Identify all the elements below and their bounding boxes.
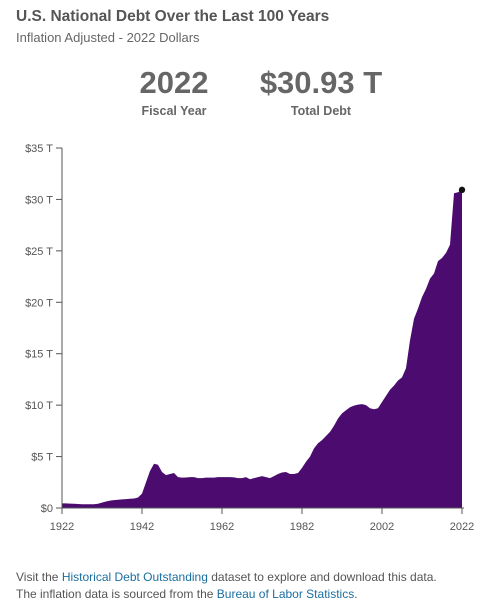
fiscal-year-label: Fiscal Year (141, 104, 207, 118)
y-tick-label: $5 T (31, 452, 53, 464)
y-tick-label: $20 T (25, 297, 53, 309)
total-debt-stat: $30.93 T Total Debt (243, 65, 399, 119)
x-tick-label: 1922 (50, 521, 74, 533)
x-tick-label: 2022 (450, 521, 474, 533)
total-debt-label: Total Debt (290, 104, 352, 118)
chart-title: U.S. National Debt Over the Last 100 Yea… (16, 8, 330, 25)
footer-line-1: Visit the Historical Debt Outstanding da… (16, 569, 478, 586)
fiscal-year-value: 2022 (139, 65, 209, 100)
footer-line-2-suffix: . (354, 587, 358, 601)
x-tick-label: 1962 (210, 521, 234, 533)
y-tick-label: $30 T (25, 194, 53, 206)
footer-line-1-prefix: Visit the (16, 570, 62, 584)
y-tick-label: $10 T (25, 400, 53, 412)
x-tick-label: 1982 (290, 521, 314, 533)
historical-debt-link[interactable]: Historical Debt Outstanding (61, 570, 208, 584)
footer-line-2-prefix: The inflation data is sourced from the (16, 587, 217, 601)
x-tick-label: 1942 (130, 521, 154, 533)
total-debt-value: $30.93 T (259, 65, 383, 100)
footer-note: Visit the Historical Debt Outstanding da… (16, 569, 478, 603)
fiscal-year-stat: 2022 Fiscal Year (124, 65, 224, 119)
y-tick-label: $35 T (25, 143, 53, 155)
footer-line-1-suffix: dataset to explore and download this dat… (207, 570, 437, 584)
plot-area: $0 $5 T $10 T $15 T $20 T $25 T $30 T $35 T 1922… (25, 143, 474, 533)
y-tick-label: $0 (41, 503, 53, 515)
chart-subtitle: Inflation Adjusted - 2022 Dollars (16, 30, 200, 45)
y-tick-label: $15 T (25, 349, 53, 361)
footer-line-2: The inflation data is sourced from the B… (16, 586, 478, 603)
current-value-marker (458, 186, 466, 194)
debt-area-chart[interactable]: $0 $5 T $10 T $15 T $20 T $25 T $30 T $35 T 1922… (0, 130, 486, 540)
y-tick-label: $25 T (25, 246, 53, 258)
debt-area (62, 189, 462, 509)
x-tick-label: 2002 (370, 521, 394, 533)
bls-link[interactable]: Bureau of Labor Statistics (216, 587, 355, 601)
